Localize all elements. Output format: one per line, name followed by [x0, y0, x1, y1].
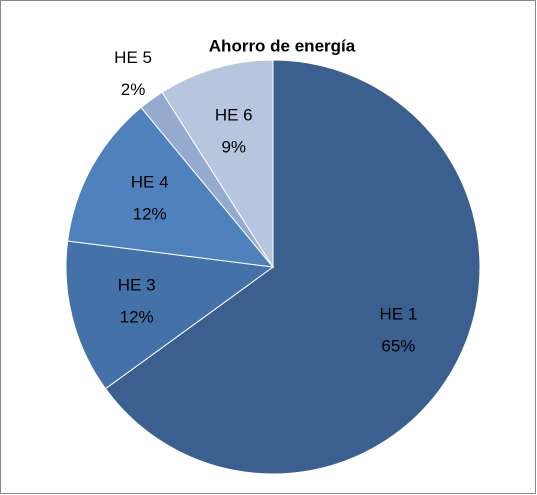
slice-category-label: HE 3 — [118, 275, 156, 294]
slice-category-label: HE 5 — [114, 48, 152, 67]
slice-value-label: 2% — [121, 80, 146, 99]
slice-value-label: 65% — [381, 336, 415, 355]
slice-category-label: HE 1 — [380, 304, 418, 323]
slice-category-label: HE 4 — [131, 173, 169, 192]
pie-slice — [161, 59, 274, 269]
slice-value-label: 9% — [221, 137, 246, 156]
pie — [65, 59, 481, 475]
pie-slice — [104, 59, 481, 475]
slice-value-label: 12% — [133, 205, 167, 224]
slice-category-label: HE 6 — [215, 105, 253, 124]
pie-slice — [67, 106, 275, 268]
pie-slice — [65, 240, 275, 390]
slice-value-label: 12% — [120, 307, 154, 326]
chart-title: Ahorro de energía — [209, 36, 356, 55]
